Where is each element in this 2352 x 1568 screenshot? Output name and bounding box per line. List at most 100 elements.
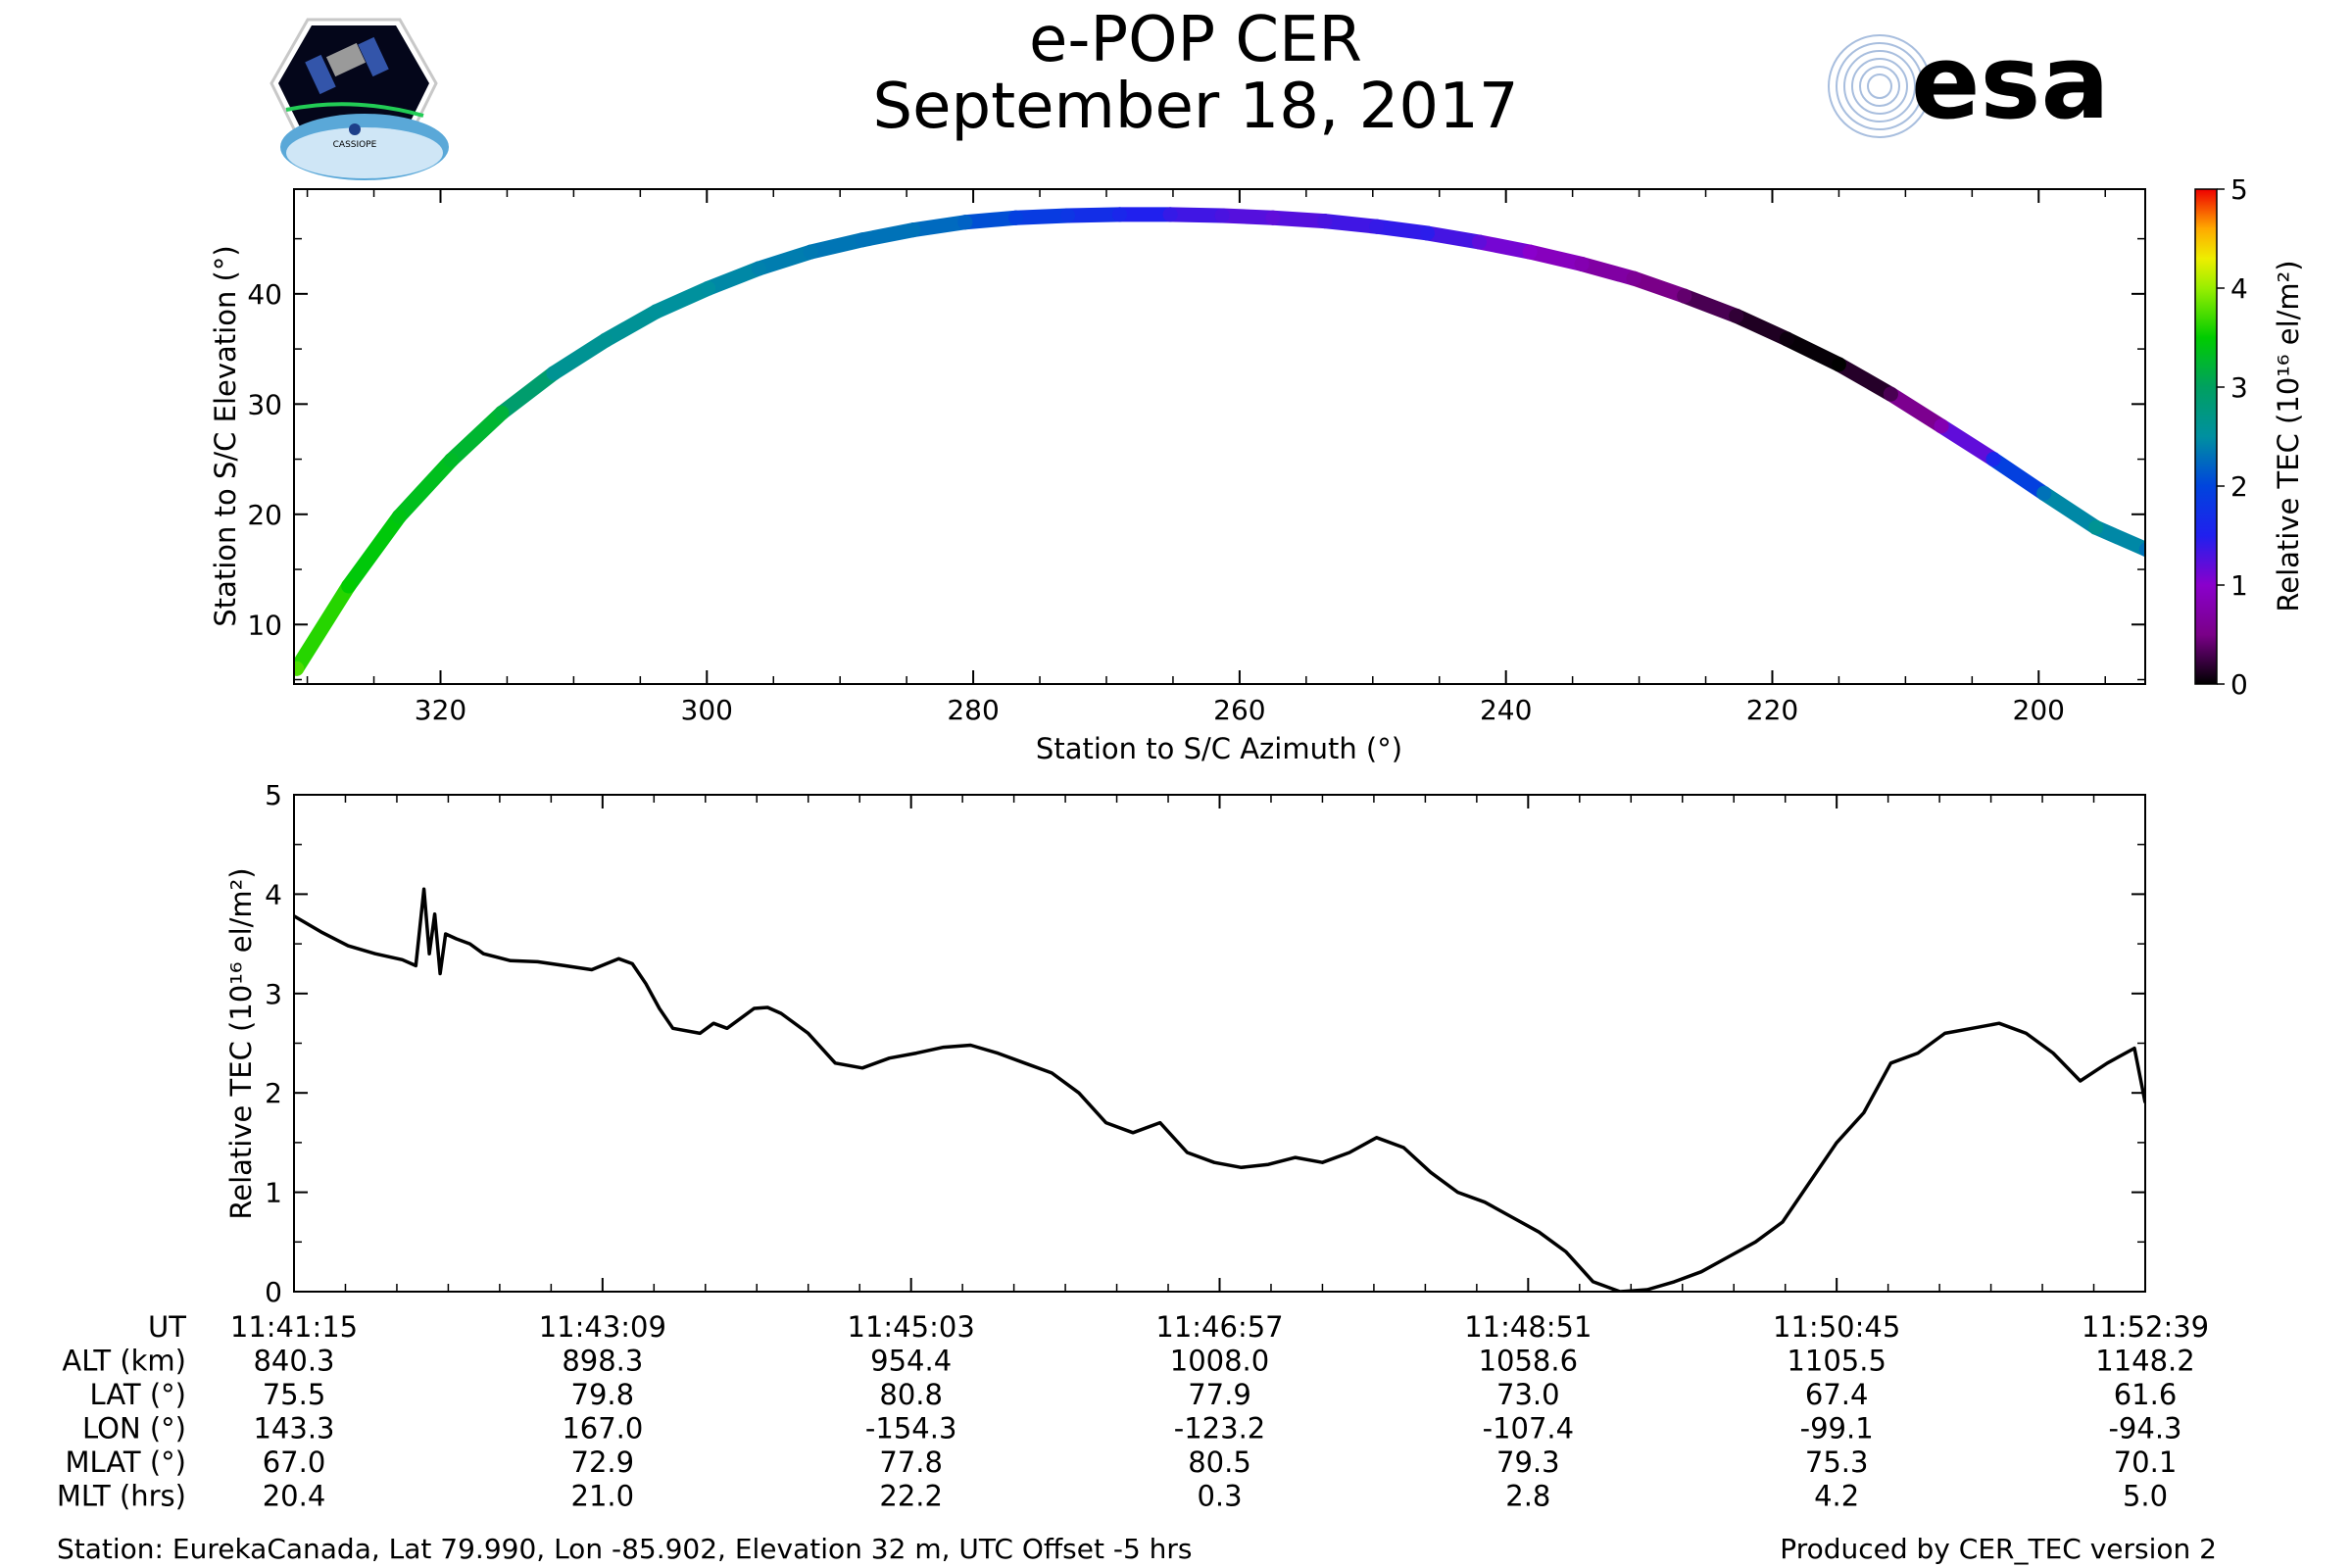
cassiope-logo: CASSIOPE bbox=[270, 18, 449, 180]
track-point bbox=[1729, 308, 1744, 323]
track-segment bbox=[1985, 452, 2052, 501]
table-cell: 143.3 bbox=[253, 1412, 334, 1446]
track-segment bbox=[1008, 208, 1076, 225]
top-y-tick-label: 20 bbox=[247, 499, 282, 531]
track-segment bbox=[1214, 208, 1281, 225]
track-segment bbox=[1677, 288, 1744, 323]
table-cell: 21.0 bbox=[571, 1480, 635, 1513]
table-cell: 5.0 bbox=[2123, 1480, 2168, 1513]
chart-date: September 18, 2017 bbox=[872, 71, 1518, 143]
track-segment bbox=[906, 215, 973, 238]
track-point bbox=[1008, 210, 1024, 225]
table-row-label: LON (°) bbox=[82, 1412, 186, 1446]
track-point bbox=[1883, 386, 1898, 402]
track-point bbox=[598, 332, 613, 348]
track-segment bbox=[803, 232, 870, 260]
colorbar: 0 1 2 3 4 5 Relative TEC (10¹⁶ el/m²) bbox=[2194, 173, 2305, 701]
table-cell: 75.5 bbox=[263, 1378, 326, 1411]
track-segment bbox=[1779, 331, 1846, 372]
track-point bbox=[1265, 210, 1281, 225]
track-segment bbox=[1883, 386, 1949, 434]
colorbar-gradient bbox=[2194, 188, 2218, 685]
table-cell: 4.2 bbox=[1814, 1480, 1859, 1513]
bottom-plot-frame bbox=[293, 794, 2146, 1293]
table-cell: 61.6 bbox=[2114, 1378, 2178, 1411]
colorbar-tick-label: 1 bbox=[2230, 569, 2248, 602]
track-point bbox=[1162, 207, 1178, 222]
track-segment bbox=[1574, 256, 1642, 286]
track-point bbox=[701, 280, 716, 296]
table-cell: 11:41:15 bbox=[230, 1310, 358, 1344]
table-cell: 20.4 bbox=[263, 1480, 326, 1513]
track-point bbox=[2088, 519, 2104, 535]
track-segment bbox=[1522, 244, 1590, 271]
top-y-tick-label: 40 bbox=[247, 278, 282, 311]
track-point bbox=[546, 366, 562, 381]
track-point bbox=[1985, 452, 2001, 467]
track-segment bbox=[957, 210, 1024, 230]
table-cell: 79.8 bbox=[571, 1378, 635, 1411]
track-segment bbox=[855, 222, 921, 248]
track-point bbox=[1626, 270, 1642, 286]
table-cell: 79.3 bbox=[1496, 1446, 1560, 1479]
track-segment bbox=[2088, 519, 2145, 558]
table-cell: 0.3 bbox=[1197, 1480, 1242, 1513]
bottom-y-axis-label: Relative TEC (10¹⁶ el/m²) bbox=[224, 867, 258, 1219]
table-cell: 67.0 bbox=[263, 1446, 326, 1479]
top-x-tick-label: 260 bbox=[1213, 694, 1265, 726]
track-segment bbox=[1060, 207, 1128, 223]
track-point bbox=[494, 405, 510, 420]
track-point bbox=[1317, 214, 1333, 229]
table-cell: 11:46:57 bbox=[1155, 1310, 1283, 1344]
top-y-tick-label: 10 bbox=[247, 609, 282, 641]
esa-logo: esa bbox=[1828, 23, 2110, 142]
track-point bbox=[2138, 542, 2145, 558]
producer-info: Produced by CER_TEC version 2 bbox=[1780, 1533, 2217, 1565]
colorbar-tick-label: 4 bbox=[2230, 272, 2248, 305]
esa-logo-text: esa bbox=[1911, 23, 2110, 142]
track-segment bbox=[751, 244, 818, 276]
table-cell: -107.4 bbox=[1483, 1412, 1575, 1446]
table-cell: 1148.2 bbox=[2095, 1345, 2194, 1378]
track-point bbox=[1677, 288, 1692, 304]
elevation-azimuth-panel: 320 300 280 260 240 220 200 10 20 30 40 Station to… bbox=[209, 188, 2146, 765]
table-cell: -154.3 bbox=[865, 1412, 957, 1446]
track-segment bbox=[546, 332, 613, 381]
top-x-tick-label: 300 bbox=[681, 694, 733, 726]
bottom-y-tick-label: 5 bbox=[265, 779, 282, 811]
top-plot-frame bbox=[293, 188, 2146, 685]
bottom-y-tick-label: 0 bbox=[265, 1276, 282, 1308]
track-point bbox=[443, 453, 459, 468]
track-point bbox=[803, 244, 818, 260]
table-cell: 11:43:09 bbox=[539, 1310, 666, 1344]
track-segment bbox=[341, 509, 407, 594]
top-x-tick-label: 200 bbox=[2013, 694, 2065, 726]
cassiope-logo-text: CASSIOPE bbox=[333, 140, 377, 150]
table-cell: 954.4 bbox=[870, 1345, 952, 1378]
track-segment bbox=[649, 280, 716, 319]
table-cell: 1008.0 bbox=[1170, 1345, 1269, 1378]
track-segment bbox=[443, 405, 510, 468]
tec-timeseries-panel: 0 1 2 3 4 5 Relative TEC (10¹⁶ el/m²) bbox=[224, 779, 2146, 1308]
top-x-tick-label: 240 bbox=[1480, 694, 1532, 726]
bottom-y-tick-label: 4 bbox=[265, 878, 282, 910]
colorbar-tick-label: 3 bbox=[2230, 371, 2248, 404]
track-point bbox=[1420, 225, 1436, 241]
tec-series bbox=[294, 887, 2145, 1292]
table-cell: 840.3 bbox=[253, 1345, 334, 1378]
table-cell: -99.1 bbox=[1800, 1412, 1874, 1446]
track-segment bbox=[598, 304, 664, 348]
table-cell: 67.4 bbox=[1805, 1378, 1869, 1411]
table-cell: -94.3 bbox=[2108, 1412, 2181, 1446]
table-row-label: MLAT (°) bbox=[66, 1446, 187, 1479]
track-segment bbox=[1265, 210, 1333, 229]
top-axes: 320 300 280 260 240 220 200 10 20 30 40 bbox=[247, 189, 2145, 726]
table-cell: 898.3 bbox=[562, 1345, 643, 1378]
track-point bbox=[906, 222, 921, 238]
track-point bbox=[1831, 357, 1846, 372]
table-cell: -123.2 bbox=[1174, 1412, 1266, 1446]
track-point bbox=[751, 261, 766, 276]
table-cell: 72.9 bbox=[571, 1446, 635, 1479]
colorbar-tick-label: 0 bbox=[2230, 668, 2248, 701]
track-segment bbox=[1934, 418, 2001, 467]
